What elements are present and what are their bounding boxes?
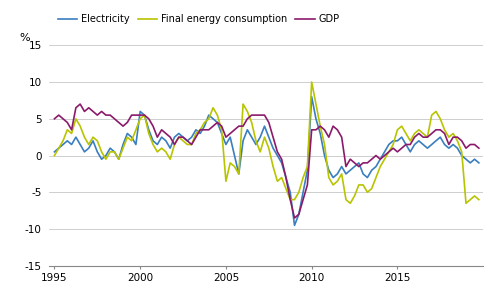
Final energy consumption [304,165,310,169]
GDP [275,150,281,154]
Final energy consumption [270,165,276,169]
Final energy consumption [463,201,469,205]
Legend: Electricity, Final energy consumption, GDP: Electricity, Final energy consumption, G… [54,11,344,28]
GDP [77,102,83,106]
Electricity [313,117,319,120]
GDP [463,146,469,150]
Final energy consumption [450,132,456,135]
Final energy consumption [347,201,353,205]
Electricity [150,139,156,143]
GDP [51,117,57,120]
Line: Final energy consumption: Final energy consumption [54,82,479,203]
GDP [291,216,297,220]
Line: Electricity: Electricity [54,97,479,225]
Electricity [476,161,482,165]
Electricity [309,95,315,98]
Final energy consumption [150,143,156,146]
Text: %: % [19,33,30,43]
Electricity [463,157,469,161]
Electricity [51,150,57,154]
GDP [313,128,319,132]
Final energy consumption [476,198,482,201]
Line: GDP: GDP [54,104,479,218]
GDP [154,135,160,139]
Final energy consumption [133,128,139,132]
Electricity [291,223,297,227]
GDP [476,146,482,150]
Final energy consumption [51,154,57,157]
Final energy consumption [309,80,315,84]
GDP [137,113,143,117]
Electricity [450,143,456,146]
GDP [450,135,456,139]
Electricity [270,146,276,150]
Electricity [133,143,139,146]
